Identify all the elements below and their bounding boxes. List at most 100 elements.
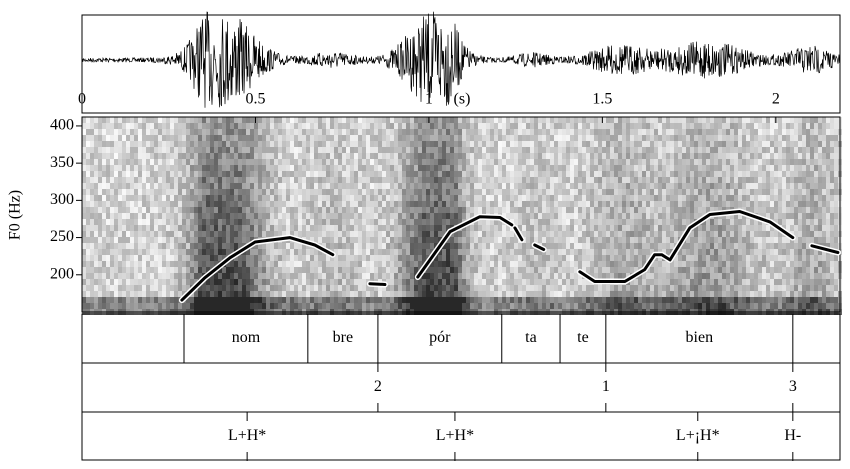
spectrogram-cell [174,129,178,135]
spectrogram-cell [214,135,218,141]
spectrogram-cell [198,117,202,123]
spectrogram-cell [486,153,490,159]
spectrogram-cell [590,183,594,189]
spectrogram-cell [510,213,514,219]
spectrogram-cell [494,267,498,273]
spectrogram-cell [318,165,322,171]
spectrogram-cell [206,183,210,189]
spectrogram-cell [402,129,406,135]
spectrogram-cell [590,225,594,231]
spectrogram-cell [394,123,398,129]
spectrogram-cell [146,171,150,177]
spectrogram-cell [426,129,430,135]
spectrogram-cell [378,243,382,249]
spectrogram-cell [534,255,538,261]
spectrogram-cell [270,195,274,201]
spectrogram-cell [662,231,666,237]
spectrogram-cell [166,147,170,153]
spectrogram-cell [486,225,490,231]
spectrogram-cell [322,303,326,309]
spectrogram-cell [238,273,242,279]
spectrogram-cell [394,219,398,225]
spectrogram-cell [138,279,142,285]
spectrogram-cell [478,267,482,273]
spectrogram-cell [142,273,146,279]
spectrogram-cell [522,153,526,159]
spectrogram-cell [166,123,170,129]
spectrogram-cell [310,285,314,291]
spectrogram-cell [218,303,222,309]
spectrogram-cell [198,201,202,207]
spectrogram-cell [466,129,470,135]
spectrogram-cell [342,297,346,303]
spectrogram-cell [130,165,134,171]
spectrogram-cell [446,195,450,201]
spectrogram-cell [382,201,386,207]
spectrogram-cell [586,147,590,153]
spectrogram-cell [638,255,642,261]
spectrogram-cell [578,141,582,147]
spectrogram-cell [102,303,106,309]
spectrogram-cell [106,213,110,219]
spectrogram-cell [98,147,102,153]
spectrogram-cell [302,189,306,195]
spectrogram-cell [106,183,110,189]
spectrogram-cell [370,123,374,129]
spectrogram-cell [642,189,646,195]
spectrogram-cell [90,279,94,285]
spectrogram-cell [342,147,346,153]
spectrogram-cell [258,267,262,273]
spectrogram-cell [498,279,502,285]
spectrogram-cell [610,189,614,195]
spectrogram-cell [250,201,254,207]
spectrogram-cell [234,153,238,159]
spectrogram-cell [566,279,570,285]
spectrogram-cell [90,189,94,195]
spectrogram-cell [222,189,226,195]
spectrogram-cell [494,231,498,237]
spectrogram-cell [130,267,134,273]
spectrogram-cell [402,225,406,231]
spectrogram-cell [562,117,566,123]
spectrogram-cell [346,255,350,261]
spectrogram-cell [290,219,294,225]
spectrogram-cell [610,219,614,225]
spectrogram-cell [366,273,370,279]
spectrogram-cell [418,213,422,219]
spectrogram-cell [534,183,538,189]
spectrogram-cell [354,291,358,297]
spectrogram-cell [306,147,310,153]
spectrogram-cell [374,255,378,261]
spectrogram-cell [138,195,142,201]
spectrogram-cell [630,141,634,147]
spectrogram-cell [486,291,490,297]
spectrogram-cell [218,267,222,273]
spectrogram-cell [146,207,150,213]
spectrogram-cell [578,207,582,213]
spectrogram-cell [586,177,590,183]
spectrogram-cell [426,123,430,129]
spectrogram-cell [422,207,426,213]
spectrogram-cell [486,165,490,171]
spectrogram-cell [354,303,358,309]
spectrogram-cell [386,189,390,195]
spectrogram-cell [398,249,402,255]
spectrogram-cell [654,285,658,291]
spectrogram-cell [98,177,102,183]
spectrogram-cell [578,189,582,195]
spectrogram-cell [506,153,510,159]
spectrogram-cell [366,183,370,189]
spectrogram-cell [478,135,482,141]
spectrogram-cell [478,273,482,279]
spectrogram-cell [210,201,214,207]
spectrogram-cell [282,165,286,171]
spectrogram-cell [470,135,474,141]
spectrogram-cell [570,219,574,225]
spectrogram-cell [322,291,326,297]
spectrogram-cell [470,147,474,153]
spectrogram-cell [410,129,414,135]
spectrogram-cell [438,279,442,285]
spectrogram-cell [150,249,154,255]
spectrogram-cell [314,303,318,309]
spectrogram-cell [482,219,486,225]
